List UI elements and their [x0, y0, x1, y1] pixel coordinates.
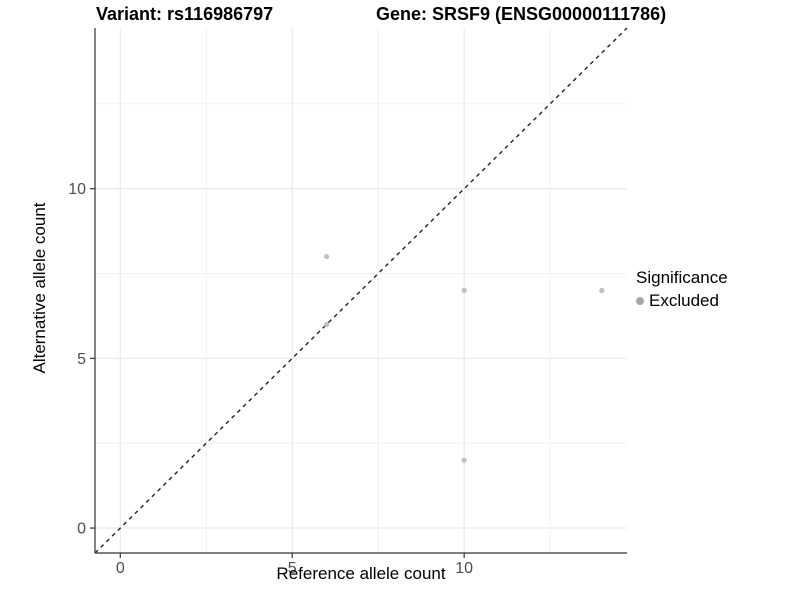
identity-line	[94, 27, 628, 554]
y-tick-label: 10	[68, 181, 86, 198]
x-tick-label: 0	[116, 560, 125, 577]
excluded-point-icon	[636, 297, 644, 305]
legend-title: Significance	[636, 268, 728, 287]
y-tick-label: 0	[77, 521, 86, 538]
data-point	[324, 321, 330, 328]
variant-title: Variant: rs116986797	[96, 4, 274, 24]
legend: Significance Excluded	[636, 268, 728, 311]
x-axis-title: Reference allele count	[276, 564, 446, 583]
y-tick-label: 5	[77, 351, 86, 368]
legend-entry-excluded: Excluded	[636, 291, 728, 311]
data-point	[599, 287, 605, 294]
x-tick-label: 5	[288, 560, 297, 577]
gene-title: Gene: SRSF9 (ENSG00000111786)	[376, 4, 667, 24]
data-point	[324, 253, 330, 260]
data-point	[461, 287, 467, 294]
data-point	[461, 457, 467, 463]
legend-entry-label: Excluded	[649, 291, 719, 310]
x-tick-label: 10	[455, 560, 473, 577]
y-axis-title: Alternative allele count	[30, 202, 49, 374]
